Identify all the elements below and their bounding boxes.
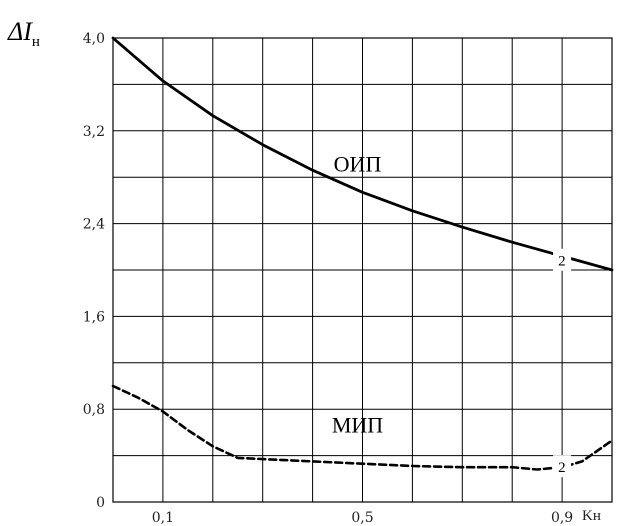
- y-tick-label: 0: [96, 495, 105, 511]
- y-axis-label: ΔIн: [7, 17, 40, 50]
- series-line-oip: [111, 36, 614, 272]
- annotation-bg: [553, 248, 572, 271]
- point-label: 2: [558, 254, 566, 270]
- annotation-bg: [553, 455, 572, 478]
- x-tick-label: 0,1: [152, 510, 174, 526]
- y-tick-label: 0,8: [83, 402, 105, 418]
- y-tick-label: 1,6: [83, 309, 105, 325]
- x-axis-label: Kн: [582, 508, 601, 524]
- x-tick-label: 0,5: [351, 510, 373, 526]
- point-label: 2: [558, 460, 566, 476]
- tick-labels: 0 0,8 1,6 2,4 3,2 4,0 0,1 0,5 0,9: [83, 31, 573, 526]
- series-label: ОИП: [334, 151, 382, 176]
- y-tick-label: 4,0: [83, 31, 105, 47]
- x-tick-label: 0,9: [551, 510, 573, 526]
- y-axis-label-main: ΔI: [7, 17, 33, 46]
- y-axis-label-sub: н: [32, 34, 40, 50]
- series-label: МИП: [332, 412, 383, 437]
- y-tick-label: 3,2: [83, 124, 105, 140]
- grid: [113, 38, 612, 502]
- y-tick-label: 2,4: [83, 217, 105, 233]
- annotations: ОИП МИП 2 2: [332, 151, 572, 478]
